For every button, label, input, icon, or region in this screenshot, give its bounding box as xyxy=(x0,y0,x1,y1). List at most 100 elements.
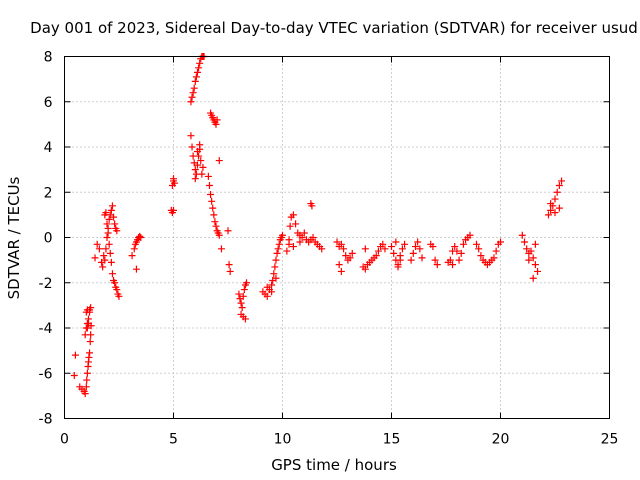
data-point xyxy=(551,209,559,217)
data-point xyxy=(237,299,245,307)
data-point xyxy=(555,181,563,189)
data-point xyxy=(381,245,389,253)
data-point xyxy=(102,245,110,253)
series-sat-k xyxy=(215,157,234,275)
data-point xyxy=(240,286,248,294)
data-point xyxy=(93,240,101,248)
axis-ticks xyxy=(64,56,610,419)
data-point xyxy=(113,286,121,294)
data-point xyxy=(401,240,409,248)
data-point xyxy=(239,292,247,300)
series-sat-e xyxy=(128,232,145,273)
data-point xyxy=(431,256,439,264)
data-point xyxy=(337,267,345,275)
data-point xyxy=(113,227,121,235)
data-point xyxy=(418,254,426,262)
data-point xyxy=(86,338,94,346)
data-point xyxy=(105,215,113,223)
x-tick-label: 20 xyxy=(492,432,510,448)
series-sat-q xyxy=(359,240,389,273)
data-point xyxy=(531,240,539,248)
data-point xyxy=(95,245,103,253)
series-sat-b xyxy=(81,306,94,339)
data-point xyxy=(101,256,109,264)
x-tick-label: 15 xyxy=(383,432,401,448)
series-sat-m xyxy=(259,231,286,300)
y-tick-label: 6 xyxy=(44,95,53,111)
data-point xyxy=(187,98,195,106)
data-point xyxy=(379,240,387,248)
data-point xyxy=(225,261,233,269)
data-point xyxy=(527,247,535,255)
data-point xyxy=(451,243,459,251)
data-point xyxy=(82,324,90,332)
series-sat-u xyxy=(473,238,504,269)
data-point xyxy=(529,274,537,282)
data-point xyxy=(411,243,419,251)
data-point xyxy=(209,204,217,212)
data-point xyxy=(392,238,400,246)
data-point xyxy=(130,245,138,253)
data-point xyxy=(83,376,91,384)
data-point xyxy=(453,247,461,255)
data-point xyxy=(224,227,232,235)
data-point xyxy=(346,254,354,262)
data-point xyxy=(85,353,93,361)
data-point xyxy=(83,369,91,377)
data-point xyxy=(309,234,317,241)
data-point xyxy=(490,254,498,262)
data-point xyxy=(215,157,223,165)
series-sat-n xyxy=(283,211,308,255)
data-point xyxy=(531,261,539,269)
data-point xyxy=(270,270,278,278)
data-point xyxy=(292,220,300,228)
data-point xyxy=(217,245,225,253)
data-point xyxy=(446,256,454,264)
data-point xyxy=(107,206,115,214)
data-point xyxy=(197,157,205,165)
y-tick-label: -4 xyxy=(39,321,53,337)
data-point xyxy=(193,68,201,76)
data-point xyxy=(286,222,294,230)
data-point xyxy=(115,292,123,300)
data-point xyxy=(475,245,483,253)
data-point xyxy=(188,93,196,101)
data-point xyxy=(212,120,220,128)
data-point xyxy=(187,132,195,140)
data-point xyxy=(335,261,343,269)
data-point xyxy=(105,240,113,248)
series-sat-w xyxy=(544,177,566,219)
data-point xyxy=(205,181,213,189)
data-point xyxy=(193,161,201,169)
data-point xyxy=(213,116,221,124)
y-tick-label: -6 xyxy=(39,366,53,382)
series-sat-g xyxy=(187,53,208,106)
data-point xyxy=(289,243,297,251)
data-point xyxy=(361,265,369,273)
data-point xyxy=(188,143,196,151)
data-point xyxy=(268,281,276,289)
data-point xyxy=(263,292,271,300)
data-point xyxy=(108,270,116,278)
data-point xyxy=(279,231,286,239)
data-point xyxy=(289,211,297,219)
data-point xyxy=(414,238,422,246)
data-point xyxy=(243,279,251,287)
series-sat-v xyxy=(518,231,542,282)
series-sat-a xyxy=(70,304,95,398)
series-sat-t xyxy=(444,231,474,269)
series-sat-d xyxy=(101,202,121,264)
data-point xyxy=(466,231,474,239)
data-point xyxy=(555,204,563,212)
data-point xyxy=(520,238,528,246)
data-point xyxy=(272,274,280,282)
data-point xyxy=(171,179,179,187)
data-point xyxy=(193,148,201,156)
data-point xyxy=(81,390,89,398)
series-sat-c xyxy=(91,209,123,300)
data-point xyxy=(348,249,356,257)
data-point xyxy=(212,222,220,230)
data-point xyxy=(477,252,485,260)
y-tick-label: 0 xyxy=(44,231,53,247)
